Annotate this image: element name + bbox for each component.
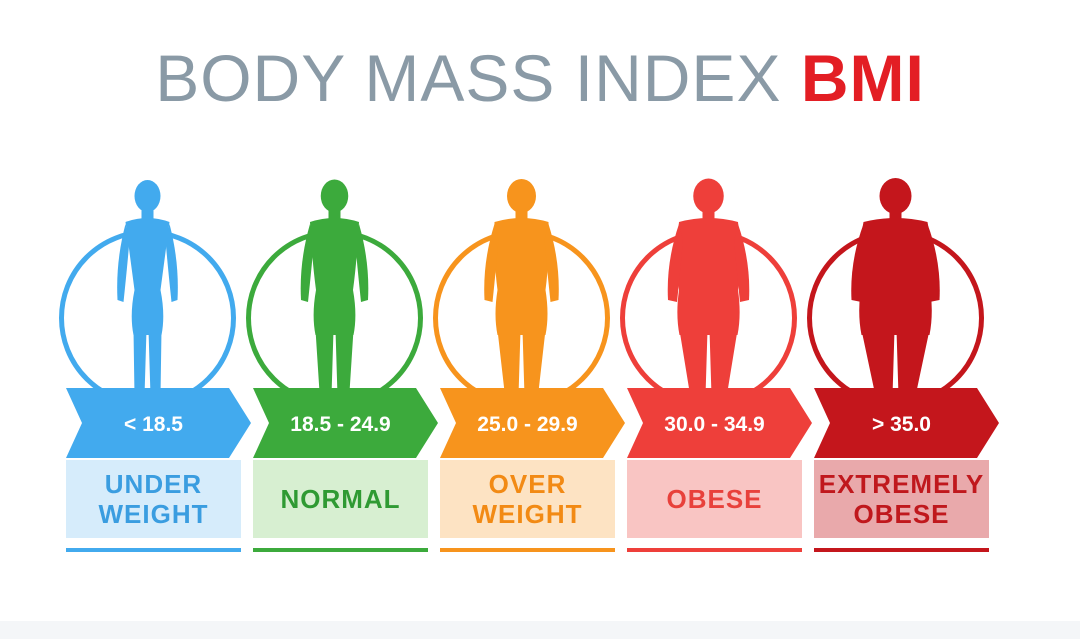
range-arrow (814, 388, 999, 458)
bmi-category-4: 30.0 - 34.9 OBESE (620, 178, 812, 552)
category-underline (253, 548, 428, 552)
slim-figure-icon (117, 180, 178, 404)
bmi-range-label: < 18.5 (124, 413, 183, 436)
category-label: EXTREMELY (819, 469, 985, 499)
category-label: WEIGHT (99, 499, 209, 529)
range-arrow (440, 388, 625, 458)
category-panel (66, 460, 241, 538)
overweight-figure-icon (484, 179, 559, 404)
category-label: OBESE (853, 499, 949, 529)
bmi-range-label: 18.5 - 24.9 (290, 413, 390, 436)
category-label: OBESE (666, 484, 762, 514)
normal-figure-icon (300, 179, 369, 404)
bmi-category-2: 18.5 - 24.9 NORMAL (246, 179, 438, 552)
category-panel (627, 460, 802, 538)
category-panel (253, 460, 428, 538)
category-underline (627, 548, 802, 552)
category-underline (814, 548, 989, 552)
bmi-range-label: > 35.0 (872, 413, 931, 436)
category-label: NORMAL (280, 484, 400, 514)
bmi-range-label: 30.0 - 34.9 (664, 413, 764, 436)
diagram-title: BODY MASS INDEX BMI (0, 38, 1080, 118)
extremely-obese-figure-icon (851, 178, 940, 404)
range-arrow (627, 388, 812, 458)
bmi-range-label: 25.0 - 29.9 (477, 413, 577, 436)
category-label: WEIGHT (473, 499, 583, 529)
category-underline (440, 548, 615, 552)
title-main: BODY MASS INDEX (155, 41, 782, 115)
category-underline (66, 548, 241, 552)
category-panel (814, 460, 989, 538)
range-arrow (66, 388, 251, 458)
title-accent: BMI (800, 41, 925, 115)
category-panel (440, 460, 615, 538)
range-arrow (253, 388, 438, 458)
obese-figure-icon (667, 178, 750, 404)
category-label: UNDER (105, 469, 202, 499)
category-label: OVER (489, 469, 567, 499)
footer-strip (0, 621, 1080, 639)
